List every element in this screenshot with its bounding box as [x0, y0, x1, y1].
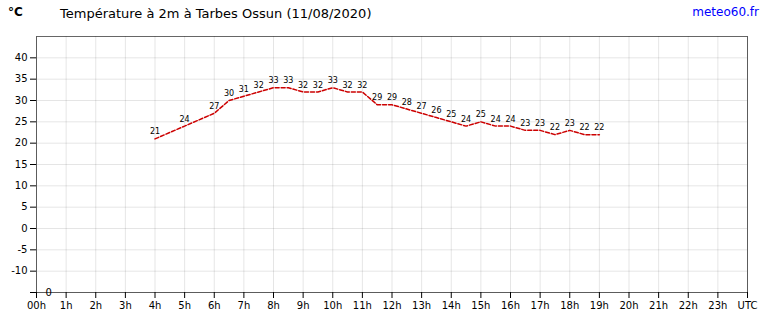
html-text:°C: °C	[8, 5, 23, 19]
svg-text:9h: 9h	[297, 300, 310, 311]
svg-text:23: 23	[535, 119, 545, 128]
svg-text:22: 22	[550, 123, 560, 132]
svg-text:22h: 22h	[679, 300, 698, 311]
svg-text:30: 30	[15, 95, 28, 106]
svg-text:24: 24	[180, 115, 190, 124]
svg-text:5h: 5h	[178, 300, 191, 311]
svg-text:33: 33	[268, 76, 278, 85]
svg-text:20h: 20h	[619, 300, 638, 311]
svg-text:33: 33	[283, 76, 293, 85]
svg-text:0: 0	[45, 287, 51, 298]
svg-text:23: 23	[565, 119, 575, 128]
svg-text:22: 22	[594, 123, 604, 132]
svg-text:6h: 6h	[208, 300, 221, 311]
svg-text:11h: 11h	[353, 300, 372, 311]
svg-text:20: 20	[15, 137, 28, 148]
svg-text:2h: 2h	[89, 300, 102, 311]
svg-text:25: 25	[476, 110, 486, 119]
html-text:Température à 2m à Tarbes Ossu: Température à 2m à Tarbes Ossun (11/08/2…	[60, 6, 372, 21]
svg-text:40: 40	[15, 52, 28, 63]
svg-text:23h: 23h	[708, 300, 727, 311]
svg-text:UTC: UTC	[738, 300, 758, 311]
svg-text:32: 32	[342, 81, 352, 90]
svg-text:30: 30	[224, 89, 234, 98]
svg-text:4h: 4h	[149, 300, 162, 311]
svg-text:-5: -5	[18, 244, 28, 255]
svg-text:27: 27	[209, 102, 219, 111]
svg-text:32: 32	[298, 81, 308, 90]
svg-text:35: 35	[15, 73, 28, 84]
svg-text:14h: 14h	[442, 300, 461, 311]
svg-text:33: 33	[328, 76, 338, 85]
svg-text:29: 29	[372, 93, 382, 102]
svg-text:10: 10	[15, 180, 28, 191]
svg-text:32: 32	[254, 81, 264, 90]
svg-text:23: 23	[520, 119, 530, 128]
svg-text:22: 22	[579, 123, 589, 132]
svg-text:29: 29	[387, 93, 397, 102]
svg-text:25: 25	[446, 110, 456, 119]
svg-text:21: 21	[150, 127, 160, 136]
svg-text:28: 28	[402, 98, 412, 107]
svg-text:15h: 15h	[471, 300, 490, 311]
svg-text:32: 32	[313, 81, 323, 90]
svg-text:-10: -10	[11, 265, 27, 276]
svg-text:27: 27	[417, 102, 427, 111]
svg-text:13h: 13h	[412, 300, 431, 311]
svg-text:17h: 17h	[531, 300, 550, 311]
svg-text:19h: 19h	[590, 300, 609, 311]
svg-text:21h: 21h	[649, 300, 668, 311]
svg-text:7h: 7h	[238, 300, 251, 311]
svg-text:12h: 12h	[382, 300, 401, 311]
svg-text:24: 24	[505, 115, 515, 124]
svg-text:1h: 1h	[60, 300, 73, 311]
svg-text:24: 24	[491, 115, 501, 124]
html-text:meteo60.fr: meteo60.fr	[692, 5, 759, 19]
svg-text:5: 5	[21, 201, 27, 212]
svg-text:3h: 3h	[119, 300, 132, 311]
svg-text:0: 0	[21, 223, 27, 234]
svg-text:24: 24	[461, 115, 471, 124]
svg-text:15: 15	[15, 159, 28, 170]
svg-text:32: 32	[357, 81, 367, 90]
svg-text:31: 31	[239, 85, 249, 94]
svg-text:00h: 00h	[27, 300, 46, 311]
svg-text:26: 26	[431, 106, 441, 115]
svg-text:10h: 10h	[323, 300, 342, 311]
svg-text:8h: 8h	[267, 300, 280, 311]
svg-text:18h: 18h	[560, 300, 579, 311]
svg-text:25: 25	[15, 116, 28, 127]
svg-text:16h: 16h	[501, 300, 520, 311]
